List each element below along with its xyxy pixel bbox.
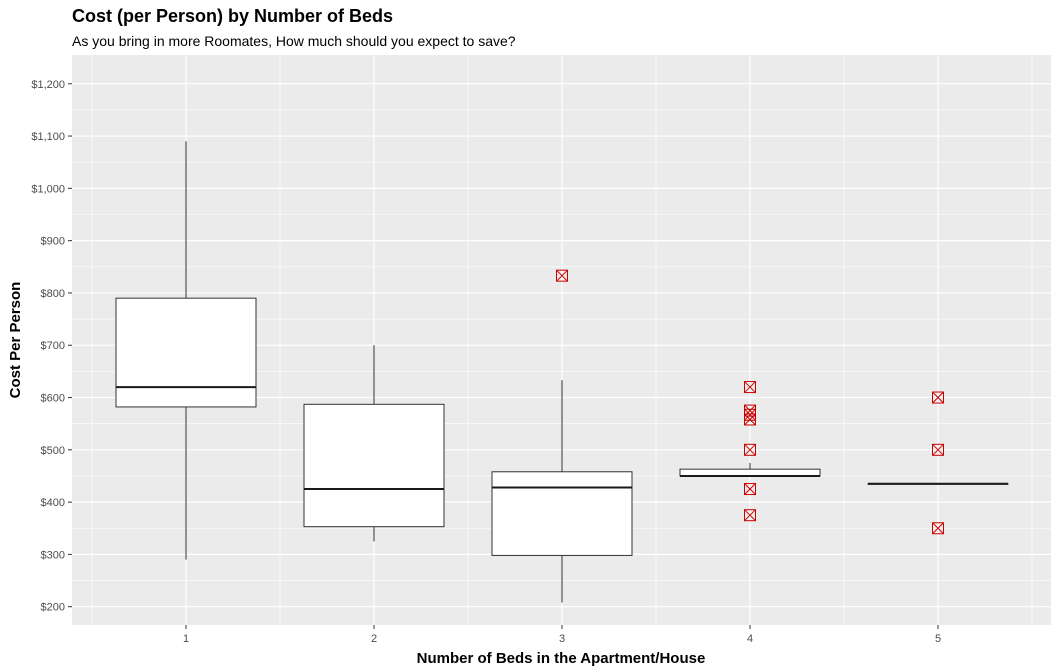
y-axis-title: Cost Per Person	[7, 282, 24, 399]
x-tick-label: 1	[183, 633, 189, 645]
boxes	[115, 141, 1009, 603]
outlier-square	[932, 391, 944, 404]
outlier-square	[744, 404, 756, 417]
outlier-cross	[556, 269, 568, 282]
outlier-cross	[744, 408, 756, 421]
y-tick-label: $300	[41, 549, 65, 561]
outlier-square	[932, 443, 944, 456]
y-tick-label: $800	[41, 288, 65, 300]
box-group	[303, 345, 445, 542]
outlier-cross	[932, 522, 944, 535]
outlier-square	[744, 483, 756, 496]
outlier-point	[932, 522, 944, 535]
chart-subtitle: As you bring in more Roomates, How much …	[72, 33, 516, 49]
box-group	[491, 269, 633, 603]
outlier-point	[744, 404, 756, 417]
outlier-cross	[932, 443, 944, 456]
y-tick-label: $700	[41, 340, 65, 352]
outlier-square	[744, 509, 756, 522]
outlier-square	[744, 381, 756, 394]
y-tick-label: $1,000	[31, 183, 65, 195]
outlier-point	[556, 269, 568, 282]
box-group	[867, 391, 1009, 535]
outlier-cross	[744, 443, 756, 456]
outlier-cross	[744, 404, 756, 417]
x-tick-label: 4	[747, 633, 753, 645]
grid-lines	[72, 55, 1051, 625]
y-tick-label: $400	[41, 497, 65, 509]
x-tick-label: 2	[371, 633, 377, 645]
outlier-point	[932, 391, 944, 404]
outlier-square	[556, 269, 568, 282]
y-axis: $200 $300 $400 $500 $600 $700 $800 $900 $1,000 $1…	[31, 79, 72, 614]
x-tick-label: 5	[935, 633, 941, 645]
chart-title: Cost (per Person) by Number of Beds	[72, 6, 394, 26]
box	[303, 403, 445, 528]
box	[679, 468, 821, 477]
y-tick-label: $600	[41, 393, 65, 405]
y-tick-label: $1,200	[31, 79, 65, 91]
outlier-point	[744, 483, 756, 496]
outlier-square	[744, 443, 756, 456]
x-axis: 1 2 3 4 5	[183, 625, 941, 645]
y-tick-label: $900	[41, 236, 65, 248]
box	[491, 471, 633, 556]
y-tick-label: $1,100	[31, 131, 65, 143]
box	[115, 297, 257, 408]
box-group	[679, 381, 821, 522]
outlier-point	[744, 509, 756, 522]
outlier-point	[744, 443, 756, 456]
outlier-cross	[932, 391, 944, 404]
y-tick-label: $500	[41, 445, 65, 457]
x-tick-label: 3	[559, 633, 565, 645]
outlier-cross	[744, 483, 756, 495]
outlier-square	[932, 522, 944, 535]
box-group	[115, 141, 257, 560]
outlier-cross	[744, 509, 756, 522]
x-axis-title: Number of Beds in the Apartment/House	[417, 650, 706, 667]
outlier-point	[932, 443, 944, 456]
outlier-cross	[744, 381, 756, 393]
outlier-point	[744, 381, 756, 394]
y-tick-label: $200	[41, 602, 65, 614]
